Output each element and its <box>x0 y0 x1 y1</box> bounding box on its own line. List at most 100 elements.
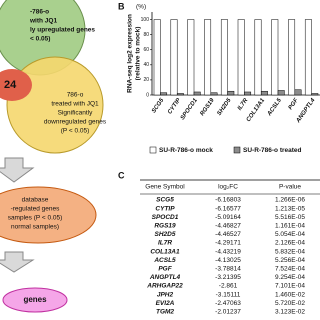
bar <box>311 93 319 96</box>
panel-label: C <box>118 170 125 180</box>
y-tick-label: 0 <box>146 92 149 98</box>
venn-text: samples (P < 0.05) <box>8 215 63 222</box>
y-tick-label: 40 <box>143 62 149 68</box>
bar <box>204 19 212 96</box>
y-tick-label: 60 <box>143 47 149 53</box>
legend-swatch <box>149 146 157 154</box>
legend-swatch <box>233 146 241 154</box>
table-cell: SH2D5 <box>155 231 176 238</box>
venn-text: 786-o <box>67 92 84 99</box>
table-cell: CYTIP <box>155 205 175 212</box>
bar <box>193 91 201 96</box>
bar <box>254 19 262 96</box>
bar <box>271 19 279 96</box>
x-tick-label: CYTIP <box>167 97 183 116</box>
bar <box>176 93 184 96</box>
center-count: 24 <box>4 79 17 91</box>
bar <box>220 19 228 96</box>
bar <box>288 19 296 96</box>
y-tick-label: 100 <box>141 17 150 23</box>
y-axis-label: (relative to mock) <box>135 27 142 81</box>
table-cell: -6.16803 <box>215 197 241 204</box>
bar <box>170 19 178 96</box>
table-cell: 3.123E-02 <box>275 309 305 316</box>
table-cell: 7.524E-04 <box>275 266 305 273</box>
header-cell: P-value <box>279 184 301 191</box>
table-cell: -4.46527 <box>215 231 241 238</box>
table-cell: -4.13025 <box>215 257 241 264</box>
venn-text: Significantly <box>58 110 93 117</box>
table-cell: EVI2A <box>156 300 175 307</box>
table-cell: ARHGAP22 <box>146 283 183 290</box>
unit-label: (%) <box>136 4 146 11</box>
table-cell: -3.78814 <box>215 266 241 273</box>
table-cell: -4.46827 <box>215 223 241 230</box>
x-tick-label: SCG5 <box>151 97 166 114</box>
bar <box>244 91 252 96</box>
x-tick-label: PGF <box>288 97 300 111</box>
y-tick-label: 20 <box>143 77 149 83</box>
table-cell: 5.516E-05 <box>275 214 305 221</box>
table-cell: 5.720E-02 <box>275 300 305 307</box>
arrow <box>0 157 35 183</box>
venn-text: < 0.05) <box>30 36 50 43</box>
table-cell: -2.47063 <box>215 300 241 307</box>
table-cell: 5.832E-04 <box>275 248 305 255</box>
venn-text: downregulated genes <box>44 119 107 126</box>
bar <box>294 89 302 96</box>
table-cell: 9.254E-04 <box>275 274 305 281</box>
table-cell: 5.256E-04 <box>275 257 305 264</box>
x-tick-label: RGS19 <box>200 97 217 117</box>
venn-text: database <box>22 197 49 204</box>
table-cell: 2.126E-04 <box>275 240 305 247</box>
venn-text: -786-o <box>30 9 49 16</box>
venn-text: treated with JQ1 <box>51 101 99 108</box>
table-cell: -3.15111 <box>216 291 241 298</box>
result-ellipse <box>2 287 68 313</box>
bar <box>210 92 218 96</box>
venn-text: normal samples) <box>11 224 59 231</box>
table-cell: -5.09164 <box>215 214 241 221</box>
venn-text: -regulated genes <box>11 206 61 213</box>
table-cell: ACSL5 <box>153 257 176 264</box>
arrow <box>0 251 35 273</box>
panel-label: B <box>118 1 125 11</box>
table-cell: JPH2 <box>157 291 174 298</box>
y-tick-label: 80 <box>143 32 149 38</box>
table-cell: 1.460E-02 <box>275 291 305 298</box>
table-cell: -6.16577 <box>215 205 241 212</box>
bar <box>277 90 285 96</box>
bar <box>237 19 245 96</box>
venn-text: ly upregulated genes <box>30 27 95 34</box>
table-cell: -4.29171 <box>215 240 241 247</box>
x-tick-label: ACSL5 <box>266 97 283 118</box>
table-cell: TGM2 <box>156 309 174 316</box>
result-text: genes <box>23 295 47 304</box>
table-cell: -2.01237 <box>215 309 241 316</box>
table-cell: SCG5 <box>156 197 174 204</box>
table-cell: -3.21395 <box>215 274 241 281</box>
header-cell: Gene Symbol <box>145 184 185 191</box>
x-tick-label: IL7R <box>237 97 250 112</box>
table-cell: 1.161E-04 <box>275 223 305 230</box>
table-cell: -2.861 <box>219 283 238 290</box>
table-cell: 5.054E-04 <box>275 231 305 238</box>
center-region <box>0 69 32 101</box>
header-cell: log₂FC <box>218 184 238 191</box>
table-cell: ANGPTL4 <box>149 274 181 281</box>
venn-text: with JQ1 <box>29 18 57 25</box>
table-cell: 1.266E-06 <box>275 197 305 204</box>
legend-label: SU-R-786-o treated <box>243 147 302 154</box>
table-cell: 1.213E-05 <box>275 205 305 212</box>
table-cell: IL7R <box>158 240 172 247</box>
table-cell: 7.101E-04 <box>275 283 305 290</box>
y-axis-label: RNA-seq log2 expression <box>127 14 134 93</box>
database-ellipse <box>0 186 97 244</box>
table-cell: PGF <box>158 266 172 273</box>
table-cell: SPOCD1 <box>152 214 179 221</box>
bar <box>304 19 312 96</box>
bar <box>227 90 235 96</box>
table-cell: COL13A1 <box>150 248 180 255</box>
bar <box>260 90 268 96</box>
